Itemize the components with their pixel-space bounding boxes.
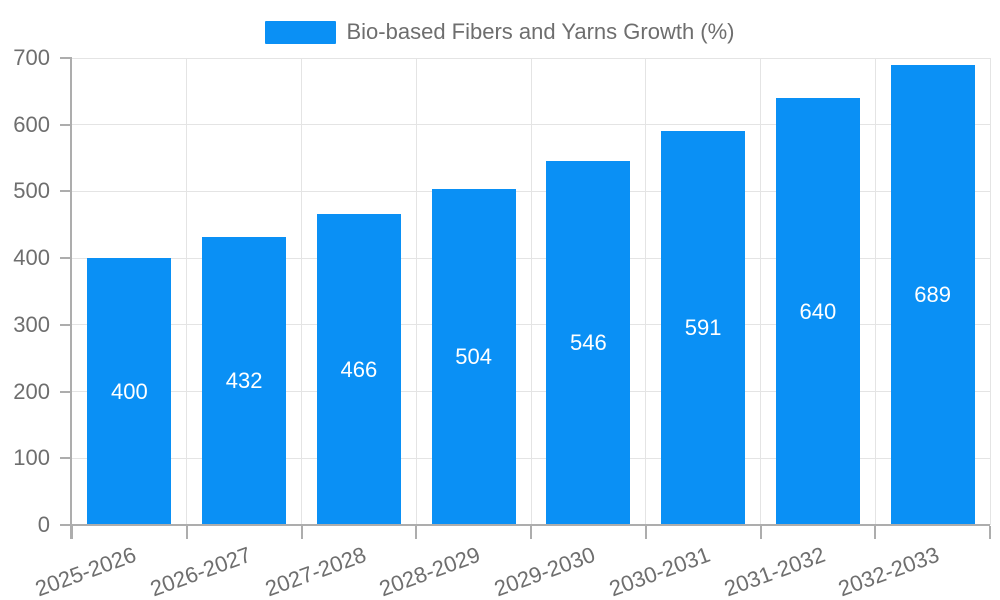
- x-gridline: [874, 58, 876, 525]
- x-axis-tick-label: 2031-2032: [720, 541, 828, 600]
- x-tick-mark: [530, 526, 532, 539]
- x-tick-mark: [989, 526, 991, 539]
- bar[interactable]: 640: [775, 98, 860, 525]
- x-axis-tick-label: 2026-2027: [146, 541, 255, 600]
- x-gridline: [760, 58, 761, 525]
- x-tick-mark: [759, 526, 762, 539]
- y-tick-mark: [60, 190, 72, 193]
- bar-value-label: 640: [799, 298, 837, 324]
- bar-value-label: 546: [570, 329, 607, 355]
- y-tick-mark: [60, 57, 72, 59]
- bar-value-label: 504: [455, 343, 492, 369]
- y-axis-tick-label: 500: [13, 178, 50, 204]
- bar[interactable]: 432: [202, 236, 287, 525]
- x-gridline: [186, 58, 188, 525]
- x-gridline: [989, 58, 991, 525]
- x-gridline: [530, 58, 532, 525]
- plot-area: 400 432 466 504 546 591 640 689 0 100 200 300 400 500…: [13, 45, 991, 600]
- bar-value-label: 400: [111, 378, 148, 404]
- bar[interactable]: 466: [316, 214, 401, 525]
- x-axis-tick-label: 2029-2030: [491, 541, 599, 600]
- y-axis-line: [70, 58, 72, 539]
- x-gridline: [415, 58, 417, 525]
- y-tick-mark: [60, 323, 72, 326]
- legend-swatch-icon: [265, 20, 337, 44]
- y-axis-tick-label: 600: [13, 111, 50, 137]
- x-axis-tick-label: 2030-2031: [605, 541, 714, 600]
- bar-value-label: 591: [684, 314, 722, 340]
- x-axis-tick-label: 2027-2028: [261, 541, 369, 600]
- y-axis-tick-label: 100: [13, 445, 50, 471]
- y-tick-mark: [60, 390, 72, 393]
- bar[interactable]: 689: [890, 65, 975, 525]
- x-axis-tick-label: 2028-2029: [376, 541, 484, 600]
- x-gridline: [645, 58, 647, 525]
- x-axis-tick-label: 2025-2026: [32, 541, 140, 600]
- legend-label: Bio-based Fibers and Yarns Growth (%): [346, 19, 735, 44]
- x-tick-mark: [185, 526, 188, 539]
- y-axis-tick-label: 700: [13, 45, 50, 70]
- y-tick-mark: [60, 524, 72, 526]
- y-tick-mark: [60, 123, 72, 126]
- x-tick-mark: [874, 526, 877, 539]
- bar-value-label: 432: [225, 367, 263, 393]
- x-tick-mark: [644, 526, 647, 539]
- bar-value-label: 466: [340, 356, 378, 382]
- x-tick-mark: [300, 526, 303, 539]
- y-tick-mark: [60, 257, 72, 260]
- bar[interactable]: 591: [661, 130, 746, 525]
- x-gridline: [301, 58, 302, 525]
- x-tick-mark: [71, 526, 73, 539]
- y-axis-tick-label: 400: [13, 245, 50, 271]
- x-axis-line: [70, 524, 990, 526]
- y-axis-tick-label: 200: [13, 378, 50, 404]
- bar[interactable]: 504: [431, 188, 516, 525]
- bar[interactable]: 546: [546, 160, 631, 525]
- y-axis-tick-label: 300: [13, 311, 50, 337]
- x-axis-tick-label: 2032-2033: [835, 541, 943, 600]
- y-axis-tick-label: 0: [37, 512, 50, 537]
- x-tick-mark: [415, 526, 418, 539]
- chart-legend[interactable]: Bio-based Fibers and Yarns Growth (%): [0, 19, 1000, 45]
- bar-value-label: 689: [914, 282, 951, 308]
- y-tick-mark: [60, 457, 72, 460]
- bar[interactable]: 400: [87, 258, 172, 525]
